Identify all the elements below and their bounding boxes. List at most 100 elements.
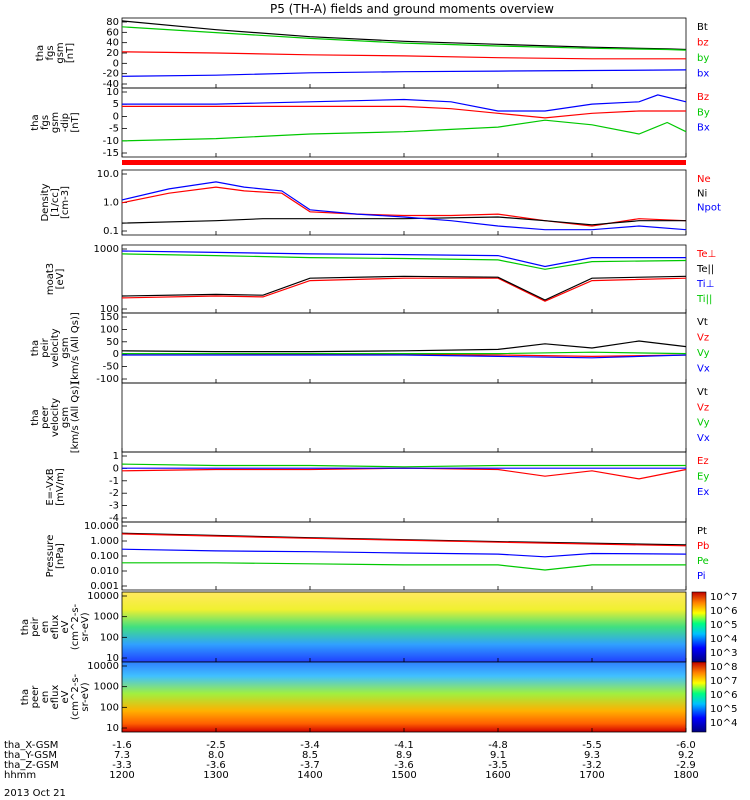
status-bar (122, 160, 686, 165)
legend-bx: bx (697, 69, 709, 80)
y-tick-label: -3 (109, 501, 119, 512)
panel-3: 10.0 1.0 0.1 Density [1/cc] [cm-3] Ne Ni Npot (40, 169, 721, 237)
legend-Ey: Ey (697, 472, 709, 483)
legend-Vt: Vt (697, 387, 708, 398)
footer-value: -6.0 (676, 740, 696, 751)
y-axis-label: en (40, 621, 51, 634)
legend-bz: bz (697, 38, 709, 49)
footer-value: 8.9 (396, 750, 412, 761)
y-axis-label: [nT] (65, 43, 76, 63)
footer-value: 7.3 (114, 750, 130, 761)
series-Ti|| (121, 253, 687, 270)
y-axis-label: tha (20, 619, 31, 635)
y-tick-label: 20 (106, 48, 119, 59)
y-tick-label: 1000 (94, 244, 119, 255)
y-tick-label: 0 (113, 463, 119, 474)
colorbar-tick: 10^7 (710, 592, 737, 603)
y-axis-label: [1/cc] (50, 188, 61, 217)
y-axis-label: peer (30, 685, 41, 709)
footer-value: 1700 (579, 770, 604, 781)
colorbar (691, 591, 707, 663)
y-axis-label: [eV] (55, 269, 66, 290)
y-axis-label: Pressure (45, 535, 56, 578)
y-axis-label: [nPa] (55, 543, 66, 569)
y-tick-label: 60 (106, 27, 119, 38)
y-axis-label: tha (20, 689, 31, 705)
y-tick-label: -10 (103, 136, 119, 147)
y-tick-label: 0.001 (90, 581, 119, 592)
footer-value: -4.1 (394, 740, 414, 751)
plot-frame (121, 87, 687, 158)
colorbar-tick: 10^4 (710, 718, 737, 729)
y-axis-label: Density (40, 183, 51, 221)
panel-10: 10^8 10^7 10^6 10^5 10^4 10000 1000 100 10 tha pee… (20, 661, 737, 734)
footer-row-label: tha_Z-GSM (4, 760, 59, 771)
footer-value: -5.5 (582, 740, 602, 751)
series-Vt (121, 340, 687, 353)
y-tick-label: 0.100 (90, 551, 119, 562)
y-tick-label: -40 (103, 79, 119, 90)
footer-value: 1800 (673, 770, 698, 781)
y-axis-label: [nT] (70, 112, 81, 132)
y-tick-label: 10 (106, 87, 119, 98)
y-tick-label: 1000 (94, 682, 119, 693)
y-tick-label: -2 (109, 488, 119, 499)
y-tick-label: 10000 (87, 591, 119, 602)
colorbar-tick: 10^7 (710, 676, 737, 687)
panel-8: 10.000 1.000 0.100 0.010 0.001 Pressure [nPa] P… (45, 521, 709, 592)
series-Vy (122, 351, 687, 355)
y-tick-label: 10 (106, 723, 119, 734)
series-Ni (121, 216, 686, 226)
colorbar-tick: 10^5 (710, 704, 737, 715)
y-axis-label: tha (30, 340, 41, 356)
y-tick-label: 0 (113, 349, 119, 360)
footer-value: 8.0 (208, 750, 224, 761)
footer-value: 1200 (109, 770, 134, 781)
y-axis-label: eV (60, 690, 71, 703)
y-axis-label: (cm^2-s- (70, 603, 81, 650)
footer-value: 1300 (203, 770, 228, 781)
y-axis-label: [km/s (All Qs)] (70, 382, 81, 454)
y-tick-label: 150 (100, 312, 119, 323)
y-axis-label: fgs (40, 115, 51, 130)
legend-Te⊥: Te⊥ (696, 249, 716, 260)
colorbar-tick: 10^5 (710, 620, 737, 631)
y-axis-label: velocity (50, 328, 61, 367)
colorbar-tick: 10^4 (710, 634, 737, 645)
plot-frame (121, 312, 687, 384)
legend-Vy: Vy (697, 418, 710, 429)
y-axis-label: eflux (50, 615, 61, 640)
legend-Ne: Ne (697, 174, 711, 185)
footer-value: 9.2 (678, 750, 694, 761)
legend-Ni: Ni (697, 188, 707, 199)
series-Ez (121, 467, 687, 480)
series-Npot (121, 181, 687, 231)
legend-Vt: Vt (697, 317, 708, 328)
legend-by: by (697, 53, 709, 64)
y-axis-label: tha (30, 114, 41, 130)
y-tick-label: 1.000 (90, 536, 119, 547)
colorbar-tick: 10^6 (710, 690, 737, 701)
series-Pe (122, 562, 686, 571)
y-axis-label: [km/s (All Qs)] (70, 312, 81, 384)
y-axis-label: gsm (60, 337, 71, 358)
legend-Vx: Vx (697, 364, 710, 375)
y-axis-label: (cm^2-s- (70, 673, 81, 720)
series-Te⊥ (121, 277, 687, 302)
y-axis-label: sr-eV) (80, 682, 91, 711)
y-axis-label: eflux (50, 685, 61, 710)
y-tick-label: -1 (109, 476, 119, 487)
y-tick-label: 40 (106, 38, 119, 49)
y-axis-label: fgs (45, 45, 56, 60)
y-tick-label: 100 (100, 702, 119, 713)
y-tick-label: 1.0 (103, 198, 119, 209)
legend-Bt: Bt (697, 22, 708, 33)
y-tick-label: 50 (106, 337, 119, 348)
legend-Vx: Vx (697, 433, 710, 444)
colorbar-tick: 10^6 (710, 606, 737, 617)
plot-frame (121, 451, 687, 523)
series-Vx (122, 354, 687, 359)
date-label: 2013 Oct 21 (4, 788, 66, 799)
